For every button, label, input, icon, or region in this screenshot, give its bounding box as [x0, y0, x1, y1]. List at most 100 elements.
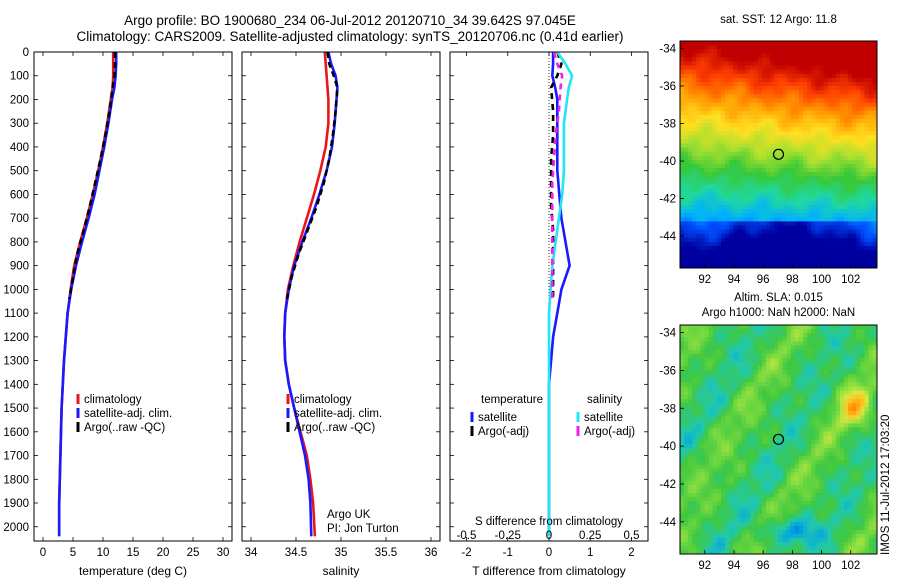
- sla_map-cell: [815, 378, 820, 383]
- sst_map-cell: [704, 241, 710, 247]
- sst_map-cell: [749, 217, 755, 222]
- sst_map-cell: [725, 172, 730, 177]
- sla_map-cell: [811, 427, 816, 432]
- sst_map-cell: [860, 246, 865, 251]
- sla_map-cell: [827, 345, 833, 350]
- sla_map-cell: [704, 480, 710, 486]
- sla_map-cell: [831, 480, 837, 486]
- sst_map-cell: [803, 65, 808, 71]
- sla_map-cell: [827, 484, 833, 490]
- sla_map-cell: [827, 378, 833, 383]
- sst_map-cell: [848, 168, 853, 173]
- sla_map-cell: [725, 394, 730, 400]
- sst_map-cell: [778, 155, 783, 161]
- sst_map-cell: [757, 86, 763, 91]
- sst_map-cell: [716, 135, 722, 140]
- sst_map-cell: [753, 131, 759, 136]
- sst_map-cell: [680, 110, 685, 116]
- sla_map-cell: [872, 448, 877, 453]
- sla_map-cell: [790, 431, 796, 437]
- sst_map-cell: [782, 106, 787, 112]
- sst_map-cell: [688, 94, 693, 99]
- sst_map-cell: [848, 180, 853, 185]
- sst_map-cell: [684, 168, 689, 173]
- sst_map-cell: [819, 86, 824, 91]
- sla_map-cell: [729, 489, 734, 494]
- sla_map-cell: [831, 382, 837, 387]
- sla_map-cell: [790, 427, 796, 432]
- sla_map-cell: [786, 476, 792, 482]
- sst_map-cell: [704, 123, 710, 128]
- sla_map-cell: [807, 374, 812, 379]
- sla_map-cell: [708, 345, 714, 350]
- sst_map-cell: [766, 205, 771, 210]
- sla_map-cell: [737, 480, 742, 486]
- sst_map-cell: [803, 176, 808, 181]
- sst_map-cell: [721, 196, 726, 202]
- sst_map-cell: [737, 155, 742, 161]
- sst_map-cell: [762, 94, 767, 99]
- sla_map-cell: [872, 423, 877, 428]
- sla_map-cell: [745, 390, 751, 396]
- sst_map-cell: [753, 147, 759, 153]
- sst_map-cell: [733, 159, 738, 165]
- sst_map-cell: [807, 69, 812, 75]
- sst_map-cell: [827, 209, 833, 214]
- sla_map-cell: [831, 337, 837, 342]
- sla_map-cell: [786, 456, 792, 461]
- sst_map-cell: [798, 53, 804, 58]
- sst_map-cell: [729, 98, 734, 103]
- sst_map-cell: [782, 143, 787, 148]
- sla_map-cell: [778, 443, 783, 449]
- sla_map-cell: [737, 366, 742, 371]
- sst_map-cell: [700, 213, 705, 218]
- sst_map-cell: [696, 106, 701, 112]
- sst_map-cell: [757, 246, 763, 251]
- sst_map-cell: [745, 73, 751, 79]
- sst_map-cell: [831, 229, 837, 235]
- sst_map-cell: [741, 143, 746, 148]
- sst_map-cell: [839, 102, 845, 107]
- sst_map-cell: [766, 102, 771, 107]
- sst_map-cell: [716, 233, 722, 239]
- sla_map-cell: [839, 456, 845, 461]
- sst_map-cell: [798, 176, 804, 181]
- sla_map-cell: [827, 382, 833, 387]
- sst_map-cell: [831, 241, 837, 247]
- sst_map-cell: [819, 258, 824, 263]
- sla_map-cell: [696, 337, 701, 342]
- sst_map-cell: [803, 200, 808, 206]
- sst_map-cell: [819, 49, 824, 54]
- sst_map-cell: [741, 65, 746, 71]
- sla_map-cell: [712, 349, 718, 355]
- sst_map-cell: [782, 118, 787, 124]
- sla_map-cell: [790, 394, 796, 400]
- sst_map-cell: [725, 266, 730, 268]
- sla_map-cell: [745, 464, 751, 469]
- sst_map-cell: [753, 69, 759, 75]
- sst_map-cell: [786, 53, 792, 58]
- sst_map-cell: [680, 246, 685, 251]
- sst_map-cell: [839, 82, 845, 87]
- sst_map-cell: [794, 53, 800, 58]
- sla_map-cell: [811, 460, 816, 465]
- sla_map-cell: [815, 394, 820, 400]
- sla_map-cell: [753, 378, 759, 383]
- sla_map-cell: [827, 460, 833, 465]
- sst_map-cell: [737, 151, 742, 157]
- sst_map-cell: [753, 49, 759, 54]
- sst_map-cell: [741, 61, 746, 66]
- sst_map-cell: [872, 131, 877, 136]
- sla_map-cell: [696, 435, 701, 441]
- sst_map-cell: [803, 86, 808, 91]
- sla_map-cell: [704, 366, 710, 371]
- sst_map-cell: [745, 250, 751, 255]
- sst_map-cell: [831, 53, 837, 58]
- sla_map-cell: [864, 480, 869, 486]
- sla_map-cell: [839, 374, 845, 379]
- sst_map-cell: [696, 184, 701, 189]
- sst_map-cell: [766, 229, 771, 235]
- sla_map-cell: [868, 472, 874, 478]
- sst_map-cell: [733, 168, 738, 173]
- sla_map-cell: [749, 480, 755, 486]
